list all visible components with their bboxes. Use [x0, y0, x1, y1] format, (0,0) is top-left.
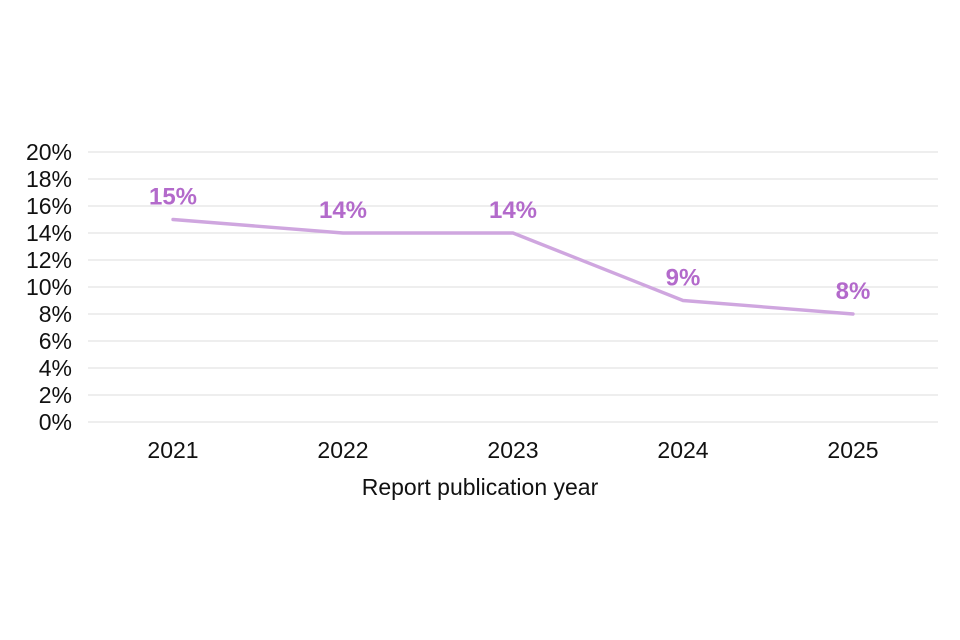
data-series-line: [171, 217, 855, 316]
y-axis-tick-labels: 0%2%4%6%8%10%12%14%16%18%20%: [26, 139, 72, 435]
y-tick-label: 12%: [26, 247, 72, 273]
y-tick-label: 20%: [26, 139, 72, 165]
y-tick-label: 0%: [39, 409, 72, 435]
x-tick-label: 2025: [827, 437, 878, 463]
y-tick-label: 14%: [26, 220, 72, 246]
series-polyline: [171, 217, 855, 316]
y-tick-label: 18%: [26, 166, 72, 192]
x-axis-title: Report publication year: [362, 474, 599, 500]
data-point-label: 15%: [149, 184, 197, 211]
data-point-labels: 15% 14% 14% 9% 8%: [149, 184, 870, 306]
y-tick-label: 16%: [26, 193, 72, 219]
x-tick-label: 2022: [317, 437, 368, 463]
y-tick-label: 10%: [26, 274, 72, 300]
x-axis-tick-labels: 2021 2022 2023 2024 2025: [147, 437, 878, 463]
y-tick-label: 8%: [39, 301, 72, 327]
data-point-label: 8%: [836, 278, 871, 305]
data-point-label: 14%: [319, 197, 367, 224]
data-point-label: 14%: [489, 197, 537, 224]
y-tick-label: 2%: [39, 382, 72, 408]
y-tick-label: 4%: [39, 355, 72, 381]
x-tick-label: 2021: [147, 437, 198, 463]
x-tick-label: 2024: [657, 437, 708, 463]
x-tick-label: 2023: [487, 437, 538, 463]
y-tick-label: 6%: [39, 328, 72, 354]
gridlines: [88, 151, 938, 423]
data-point-label: 9%: [666, 265, 701, 292]
